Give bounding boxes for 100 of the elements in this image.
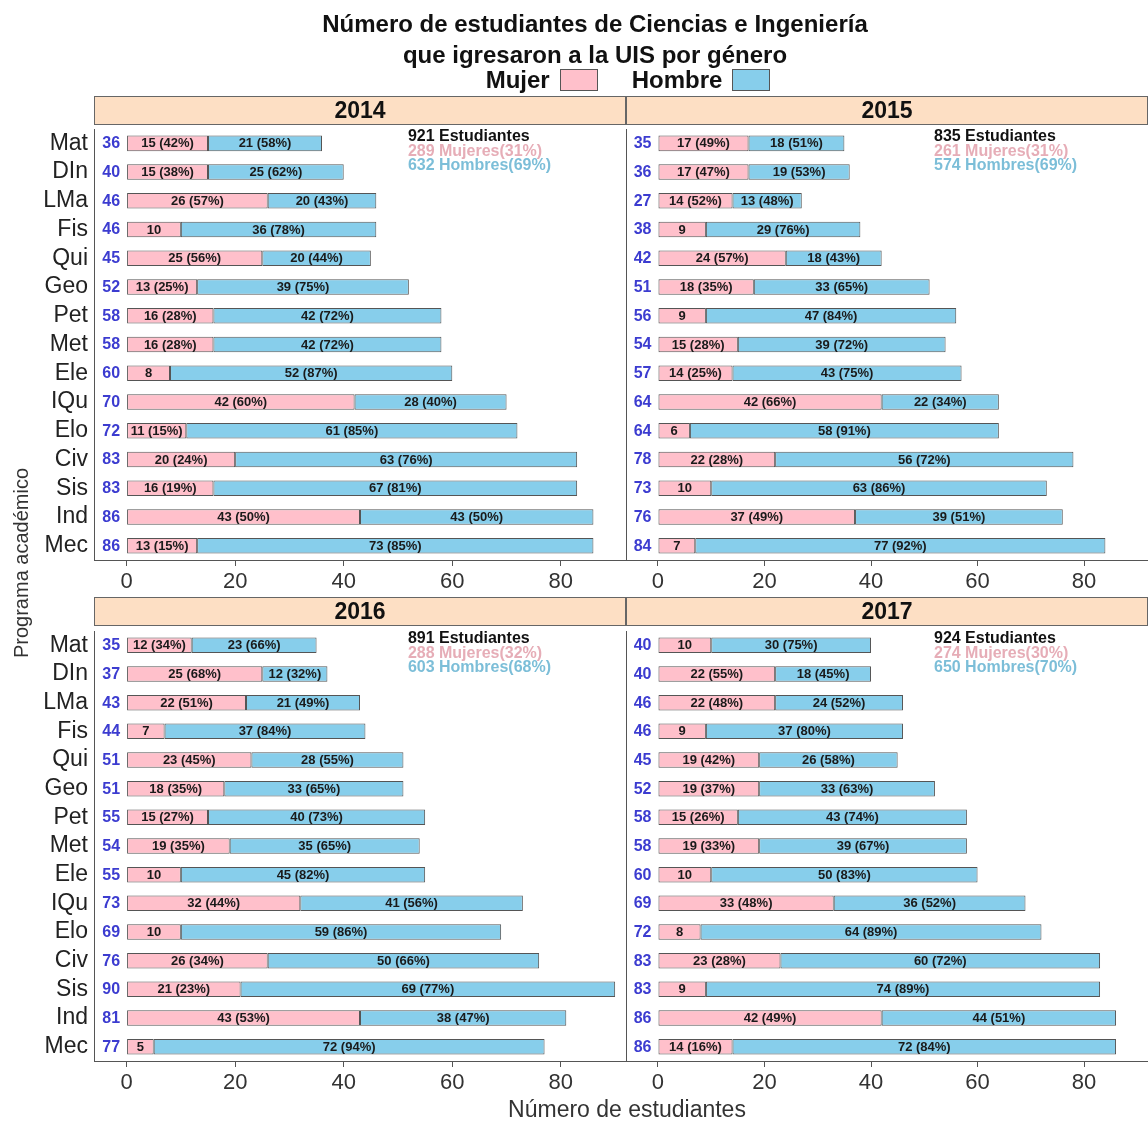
data-label: 14 (16%) — [669, 1038, 722, 1054]
data-label: 15 (42%) — [141, 135, 194, 151]
data-label: 14 (52%) — [669, 192, 722, 208]
total-label: 60 — [102, 364, 121, 382]
data-label: 23 (45%) — [162, 752, 216, 768]
chart-title: 2014 — [94, 96, 626, 125]
total-label: 42 — [633, 249, 652, 267]
x-tick-label: 40 — [331, 1069, 356, 1095]
data-label: 10 — [677, 637, 693, 653]
data-label: 12 (34%) — [133, 637, 186, 653]
y-tick-label: DIn — [52, 157, 88, 184]
data-label: 9 — [678, 221, 686, 237]
y-tick-label: IQu — [50, 888, 88, 915]
data-label: 13 (25%) — [135, 279, 189, 295]
y-tick-label: Pet — [53, 802, 89, 829]
data-label: 22 (55%) — [690, 666, 744, 682]
y-tick-label: Ind — [56, 1003, 88, 1030]
data-label: 16 (19%) — [143, 480, 197, 496]
total-label: 40 — [633, 636, 652, 654]
total-label: 69 — [102, 922, 121, 940]
total-label: 76 — [102, 951, 121, 969]
total-label: 35 — [633, 134, 652, 152]
total-label: 58 — [102, 335, 121, 353]
data-label: 16 (28%) — [143, 336, 197, 352]
data-label: 6 — [670, 422, 678, 438]
total-label: 51 — [633, 277, 652, 295]
data-label: 41 (56%) — [385, 895, 438, 911]
y-tick-label: Fis — [57, 214, 88, 241]
data-label: 10 — [146, 221, 162, 237]
data-label: 33 (48%) — [719, 895, 773, 911]
data-label: 15 (38%) — [141, 164, 194, 180]
y-tick-label: Geo — [44, 272, 88, 299]
total-label: 84 — [633, 536, 652, 554]
data-label: 43 (53%) — [217, 1010, 270, 1026]
data-label: 19 (53%) — [772, 164, 826, 180]
data-label: 23 (66%) — [227, 637, 281, 653]
total-label: 36 — [102, 134, 121, 152]
total-label: 55 — [102, 808, 121, 826]
data-label: 36 (52%) — [903, 895, 956, 911]
data-label: 20 (43%) — [295, 192, 349, 208]
x-tick-label: 20 — [752, 568, 777, 594]
data-label: 43 (75%) — [820, 365, 874, 381]
total-label: 27 — [633, 191, 652, 209]
x-tick-label: 40 — [858, 1069, 884, 1095]
data-label: 11 (15%) — [130, 422, 183, 438]
data-label: 8 — [144, 365, 153, 381]
total-label: 40 — [633, 664, 652, 682]
y-tick-label: Ind — [56, 502, 88, 529]
data-label: 42 (72%) — [301, 336, 354, 352]
data-label: 17 (49%) — [677, 135, 730, 151]
total-label: 77 — [102, 1037, 121, 1055]
total-label: 83 — [102, 450, 121, 468]
y-tick-label: Pet — [53, 301, 89, 328]
total-label: 55 — [102, 865, 121, 883]
total-label: 52 — [102, 277, 121, 295]
data-label: 35 (65%) — [298, 838, 352, 854]
x-tick-label: 40 — [331, 568, 356, 594]
data-label: 9 — [678, 723, 686, 739]
data-label: 26 (34%) — [171, 952, 224, 968]
total-label: 69 — [633, 894, 652, 912]
data-label: 42 (72%) — [301, 307, 354, 323]
data-label: 72 (94%) — [322, 1038, 376, 1054]
data-label: 13 (15%) — [135, 537, 189, 553]
total-label: 40 — [102, 163, 121, 181]
data-label: 45 (82%) — [276, 866, 330, 882]
data-label: 8 — [675, 924, 684, 940]
data-label: 21 (58%) — [238, 135, 292, 151]
total-label: 72 — [102, 421, 121, 439]
data-label: 37 (84%) — [238, 723, 292, 739]
data-label: 64 (89%) — [844, 924, 898, 940]
x-tick-label: 20 — [222, 568, 248, 594]
data-label: 17 (47%) — [677, 164, 730, 180]
data-label: 22 (28%) — [690, 451, 744, 467]
data-label: 40 (73%) — [290, 809, 343, 825]
total-label: 46 — [102, 191, 121, 209]
data-label: 25 (62%) — [249, 164, 303, 180]
total-label: 86 — [102, 536, 121, 554]
total-label: 86 — [102, 507, 121, 525]
data-label: 39 (67%) — [836, 838, 890, 854]
total-label: 56 — [633, 306, 652, 324]
data-label: 39 (75%) — [276, 279, 330, 295]
data-label: 26 (58%) — [802, 752, 855, 768]
data-label: 13 (48%) — [740, 192, 794, 208]
total-label: 73 — [633, 479, 652, 497]
total-label: 52 — [633, 779, 652, 797]
x-axis-title: Número de estudiantes — [507, 1096, 747, 1122]
data-label: 39 (72%) — [815, 336, 869, 352]
data-label: 33 (65%) — [815, 279, 869, 295]
y-axis-title: Programa académico — [9, 467, 33, 659]
total-label: 38 — [633, 220, 652, 238]
total-label: 46 — [633, 693, 652, 711]
total-label: 70 — [102, 392, 121, 410]
data-label: 30 (75%) — [764, 637, 818, 653]
data-label: 58 (91%) — [818, 422, 871, 438]
data-label: 37 (80%) — [778, 723, 831, 739]
data-label: 28 (55%) — [301, 752, 354, 768]
y-tick-label: IQu — [50, 387, 88, 414]
data-label: 39 (51%) — [932, 508, 986, 524]
data-label: 42 (66%) — [743, 394, 797, 410]
total-label: 86 — [633, 1008, 652, 1026]
